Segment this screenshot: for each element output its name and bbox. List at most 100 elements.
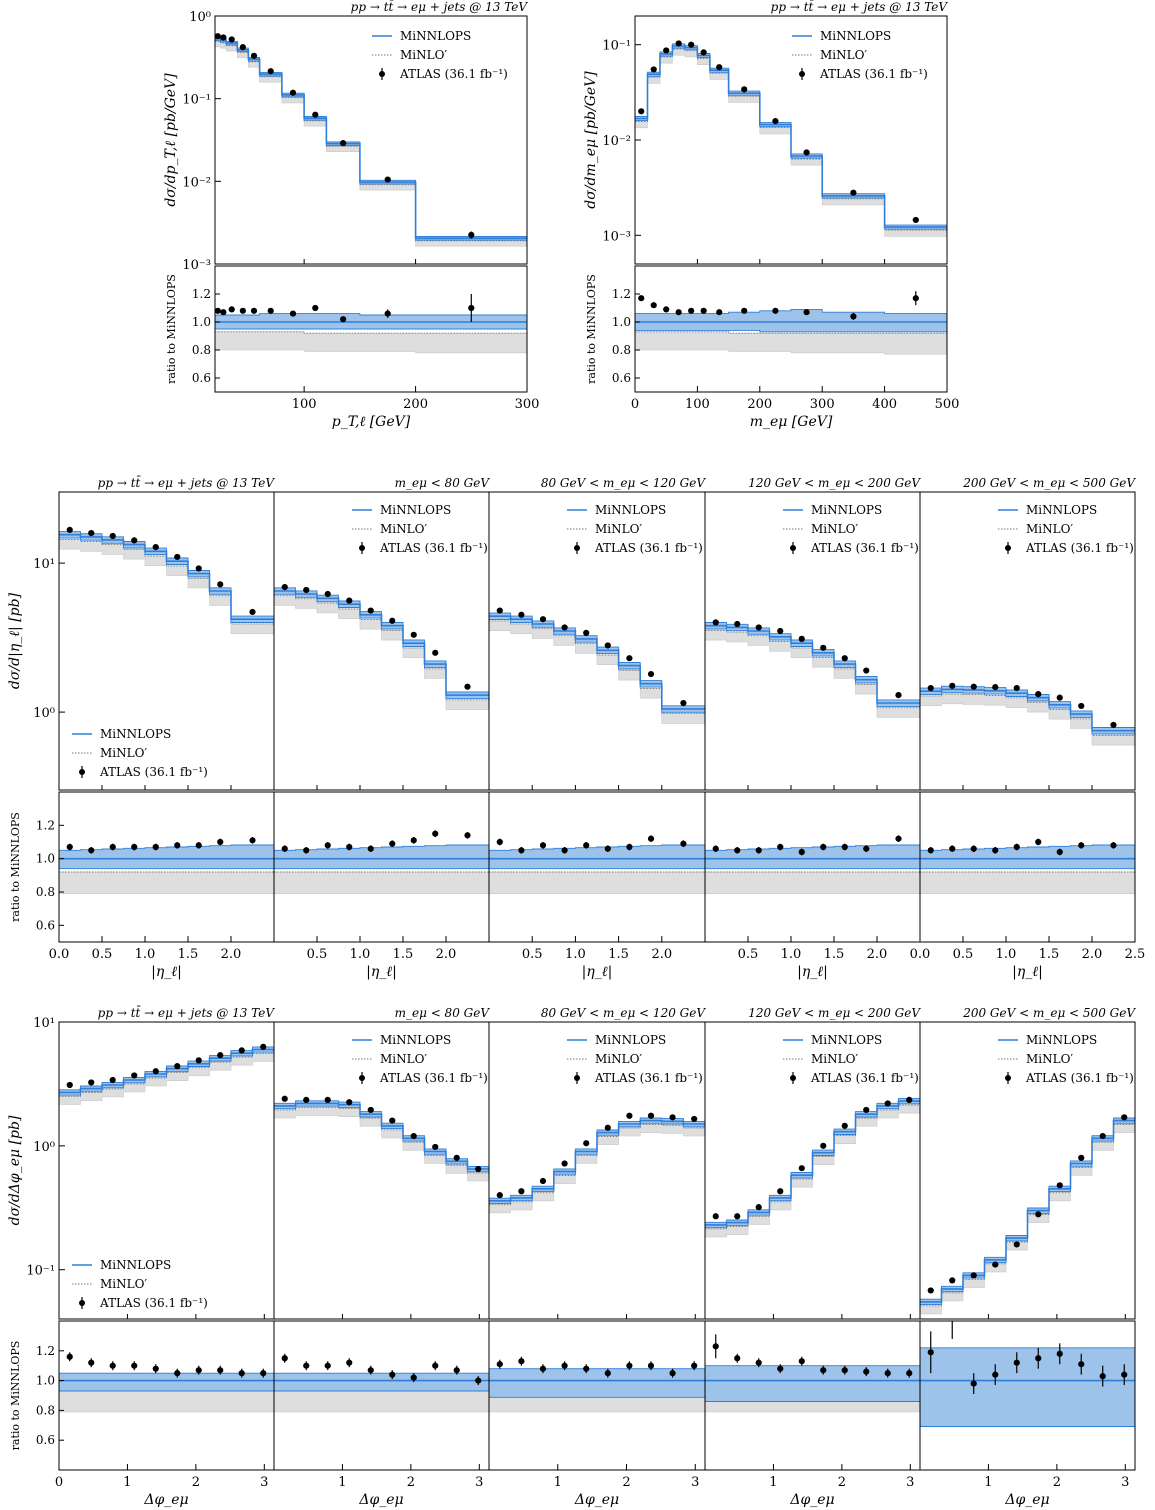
ratio-tick-label: 0.8 (36, 885, 55, 899)
x-tick-label: 2 (192, 1475, 200, 1490)
ratio-point (539, 1365, 547, 1372)
atlas-point (496, 607, 503, 614)
atlas-point (250, 52, 258, 59)
legend-minlo-label: MiNLO′ (595, 1052, 642, 1066)
ratio-point (1110, 842, 1117, 849)
panel-title: pp → tt̄ → eμ + jets @ 13 TeV (98, 1004, 276, 1020)
ratio-point (583, 1365, 590, 1372)
x-tick-label: 200 (403, 397, 428, 412)
atlas-point (992, 1261, 999, 1268)
ratio-point (518, 847, 525, 854)
atlas-point (432, 1143, 439, 1151)
atlas-point (647, 670, 655, 678)
atlas-point (927, 684, 934, 692)
ratio-point (410, 837, 417, 844)
atlas-point (303, 586, 310, 594)
ratio-point (863, 845, 870, 852)
atlas-point (949, 682, 956, 689)
panel-eta-2: 0.5 1.0 1.5 2.0 |η_ℓ| 80 GeV < m_eμ < 120 GeV… (488, 476, 706, 980)
ratio-point (66, 1353, 73, 1360)
atlas-point (324, 590, 331, 598)
atlas-point (66, 1081, 73, 1089)
atlas-point (841, 1122, 848, 1129)
y-tick-label: 10⁻³ (182, 258, 211, 273)
atlas-point (1099, 1132, 1106, 1140)
ratio-point (1099, 1373, 1106, 1380)
legend-atlas-label: ATLAS (36.1 fb⁻¹) (1025, 1071, 1134, 1085)
ratio-point (174, 842, 181, 849)
panel-title: 80 GeV < m_eμ < 120 GeV (541, 476, 706, 490)
ratio-tick-label: 1.0 (36, 852, 55, 866)
atlas-point (303, 1096, 310, 1103)
legend-minlo-label: MiNLO′ (595, 522, 642, 536)
minnlo-line (59, 1048, 274, 1094)
minnlo-line (705, 1100, 920, 1226)
ratio-point (324, 842, 331, 849)
ratio-point (927, 847, 934, 854)
y-axis-label: dσ/dp_T,ℓ [pb/GeV] (163, 73, 179, 207)
atlas-point (992, 684, 999, 691)
atlas-point (712, 1213, 719, 1220)
atlas-point (152, 544, 159, 551)
panel-title: 120 GeV < m_eμ < 200 GeV (748, 476, 921, 490)
legend-minnlo-label: MiNNLOPS (820, 29, 891, 43)
panel-dphi-1: 1 2 3 Δφ_eμ m_eμ < 80 GeV MiNNLOPS MiNLO′ ATLAS… (273, 1006, 490, 1508)
ratio-point (346, 1359, 353, 1366)
legend-atlas-label: ATLAS (36.1 fb⁻¹) (379, 541, 488, 555)
ratio-point (346, 843, 353, 851)
ratio-point (496, 1361, 503, 1368)
atlas-point (367, 1106, 374, 1114)
ratio-tick-label: 1.0 (192, 315, 211, 329)
x-axis-label: Δφ_eμ (143, 1492, 188, 1508)
y-axis-label: dσ/dm_eμ [pb/GeV] (583, 71, 599, 209)
atlas-point (539, 616, 547, 623)
atlas-point (734, 620, 741, 628)
atlas-point (238, 1047, 245, 1054)
atlas-point (88, 1079, 95, 1086)
x-tick-label: 3 (1121, 1475, 1129, 1490)
ratio-point (561, 847, 568, 854)
ratio-point (850, 313, 857, 320)
x-tick-label: 100 (292, 397, 317, 412)
ratio-tick-label: 0.8 (612, 343, 631, 357)
atlas-point (281, 1095, 288, 1102)
ratio-point (239, 307, 246, 314)
atlas-point (88, 529, 95, 537)
ratio-point (691, 1362, 698, 1369)
minnlo-line (274, 590, 489, 696)
atlas-point (912, 216, 919, 224)
atlas-point (741, 86, 748, 93)
x-tick-label: 100 (685, 397, 710, 412)
y-axis-label: dσ/d|η_ℓ| [pb] (7, 592, 23, 689)
ratio-point (475, 1377, 482, 1384)
ratio-minlo-line (635, 331, 947, 334)
ratio-point (249, 837, 256, 844)
atlas-point (410, 1132, 417, 1140)
atlas-point (66, 526, 73, 534)
atlas-point (680, 699, 687, 707)
x-tick-label: 1 (769, 1475, 777, 1490)
ratio-point (638, 295, 645, 302)
ratio-minlo-band (634, 331, 948, 355)
atlas-point (1121, 1114, 1128, 1121)
minlo-line (274, 595, 489, 701)
atlas-point (453, 1154, 460, 1161)
atlas-point (1078, 702, 1085, 710)
ratio-point (389, 840, 396, 847)
ratio-point (1013, 843, 1020, 851)
ratio-tick-label: 0.8 (36, 1403, 55, 1417)
ratio-point (663, 306, 670, 313)
atlas-point (583, 1140, 590, 1147)
x-tick-label: 2.0 (436, 947, 457, 962)
x-tick-label: 2.0 (221, 947, 242, 962)
panel-title: pp → tt̄ → eμ + jets @ 13 TeV (771, 0, 949, 14)
ratio-point (820, 1367, 827, 1374)
legend-atlas-label: ATLAS (36.1 fb⁻¹) (594, 1071, 703, 1085)
minnlo-line (920, 688, 1135, 732)
ratio-point (217, 1367, 224, 1374)
atlas-point (312, 111, 319, 118)
ratio-frame (919, 1320, 1136, 1471)
atlas-point (496, 1192, 503, 1199)
atlas-point (755, 1204, 762, 1211)
